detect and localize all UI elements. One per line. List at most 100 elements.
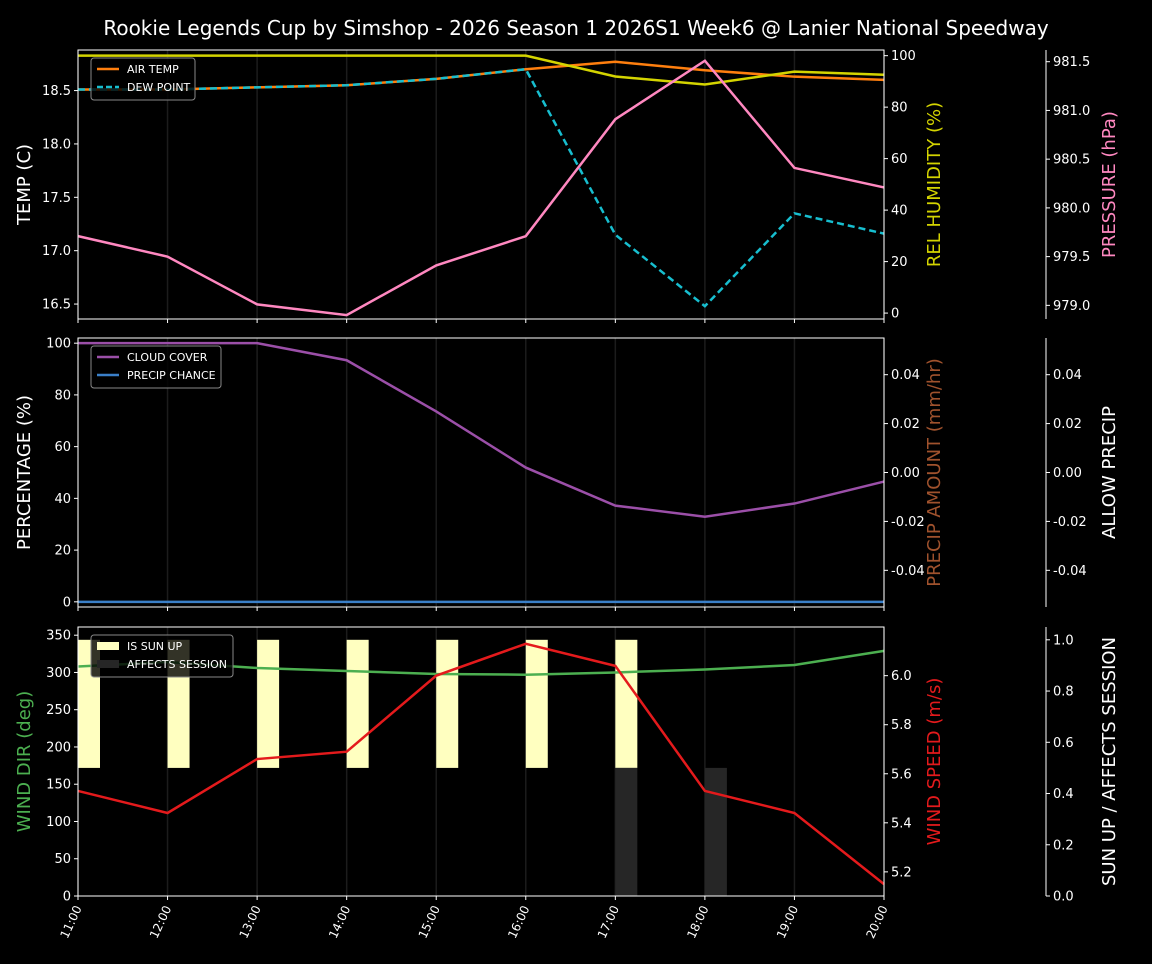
bar-is-sun-up bbox=[436, 639, 459, 768]
chart-title: Rookie Legends Cup by Simshop - 2026 Sea… bbox=[103, 16, 1049, 40]
x-tick-label: 20:00 bbox=[863, 903, 890, 940]
y-tick-label: 250 bbox=[46, 703, 71, 718]
y-tick-label: 0 bbox=[63, 890, 71, 905]
y-tick-label: 0.00 bbox=[891, 466, 920, 481]
axis-label: PERCENTAGE (%) bbox=[14, 395, 35, 550]
y-tick-label: 981.0 bbox=[1053, 104, 1090, 119]
y-tick-label: 5.6 bbox=[891, 767, 912, 782]
bar-is-sun-up bbox=[525, 639, 548, 768]
y-tick-label: 17.5 bbox=[42, 191, 71, 206]
y-tick-label: 0.6 bbox=[1053, 736, 1074, 751]
y-tick-label: 5.8 bbox=[891, 718, 912, 733]
y-tick-label: 300 bbox=[46, 666, 71, 681]
y-tick-label: 80 bbox=[54, 388, 71, 403]
axis-label: WIND SPEED (m/s) bbox=[924, 678, 945, 846]
legend-label: IS SUN UP bbox=[127, 640, 183, 653]
series-line-spd bbox=[77, 642, 885, 886]
series-line-pres bbox=[77, 59, 885, 317]
y-tick-label: 18.5 bbox=[42, 84, 71, 99]
y-tick-label: -0.02 bbox=[891, 515, 925, 530]
x-tick-label: 18:00 bbox=[684, 903, 711, 940]
legend: AIR TEMP DEW POINT bbox=[90, 57, 196, 101]
legend: IS SUN UP AFFECTS SESSION bbox=[90, 634, 234, 678]
y-tick-label: 5.4 bbox=[891, 816, 912, 831]
legend-swatch bbox=[97, 642, 119, 650]
y-tick-label: -0.04 bbox=[891, 564, 925, 579]
y-tick-label: 20 bbox=[54, 544, 71, 559]
y-tick-label: 60 bbox=[891, 152, 908, 167]
x-tick-label: 13:00 bbox=[237, 903, 264, 940]
panel-bottom: 0 50 100 150 200 250 300 350 WIND DIR (deg) 5.2 5.… bbox=[14, 626, 1120, 941]
x-tick-label: 14:00 bbox=[326, 903, 353, 940]
legend-label: PRECIP CHANCE bbox=[127, 369, 216, 382]
y-tick-label: 0.04 bbox=[1053, 368, 1082, 383]
legend-label: DEW POINT bbox=[127, 81, 191, 94]
y-tick-label: 0.4 bbox=[1053, 787, 1074, 802]
y-tick-label: 150 bbox=[46, 778, 71, 793]
y-tick-label: 100 bbox=[46, 337, 71, 352]
panel-top: 16.5 17.0 17.5 18.0 18.5 TEMP (C) 0 20 40 60 80 100… bbox=[14, 49, 1120, 323]
legend: CLOUD COVER PRECIP CHANCE bbox=[90, 345, 222, 389]
y-tick-label: 40 bbox=[54, 492, 71, 507]
panel-middle: 0 20 40 60 80 100 PERCENTAGE (%) -0.04 -0.02 0.00… bbox=[14, 337, 1120, 611]
x-tick-label: 16:00 bbox=[505, 903, 532, 940]
axis-label: SUN UP / AFFECTS SESSION bbox=[1099, 637, 1120, 886]
series-line-rh bbox=[78, 54, 885, 86]
legend-label: AIR TEMP bbox=[127, 63, 179, 76]
bar-is-sun-up bbox=[257, 639, 280, 768]
bar-affects-session bbox=[615, 767, 638, 896]
y-tick-label: 980.0 bbox=[1053, 201, 1090, 216]
y-tick-label: 100 bbox=[891, 49, 916, 64]
series-line-dew-point bbox=[78, 67, 885, 308]
x-tick-label: 17:00 bbox=[595, 903, 622, 940]
y-tick-label: 6.0 bbox=[891, 669, 912, 684]
y-tick-label: 0.02 bbox=[1053, 417, 1082, 432]
axis-label: REL HUMIDITY (%) bbox=[924, 102, 945, 267]
y-tick-label: 1.0 bbox=[1053, 633, 1074, 648]
plot-frame bbox=[77, 626, 885, 897]
y-tick-label: 0 bbox=[891, 307, 899, 322]
axis-label: WIND DIR (deg) bbox=[14, 691, 35, 833]
legend-swatch bbox=[97, 660, 119, 668]
y-tick-label: 0.02 bbox=[891, 417, 920, 432]
y-tick-label: 0.8 bbox=[1053, 685, 1074, 700]
bar-affects-session bbox=[704, 767, 727, 896]
y-tick-label: 40 bbox=[891, 204, 908, 219]
y-tick-label: 200 bbox=[46, 740, 71, 755]
bar-is-sun-up bbox=[615, 639, 638, 768]
axis-label: PRESSURE (hPa) bbox=[1099, 111, 1120, 258]
plot-frame bbox=[77, 49, 885, 320]
y-tick-label: 979.5 bbox=[1053, 250, 1090, 265]
legend-box bbox=[90, 345, 222, 389]
y-tick-label: 60 bbox=[54, 440, 71, 455]
y-tick-label: 0 bbox=[63, 595, 71, 610]
y-tick-label: 980.5 bbox=[1053, 153, 1090, 168]
y-tick-label: 16.5 bbox=[42, 298, 71, 313]
y-tick-label: 979.0 bbox=[1053, 299, 1090, 314]
y-tick-label: 0.04 bbox=[891, 368, 920, 383]
y-tick-label: 981.5 bbox=[1053, 55, 1090, 70]
y-tick-label: 20 bbox=[891, 255, 908, 270]
y-tick-label: -0.02 bbox=[1053, 515, 1087, 530]
x-tick-label: 11:00 bbox=[57, 903, 84, 940]
x-tick-label: 15:00 bbox=[416, 903, 443, 940]
x-tick-label: 19:00 bbox=[774, 903, 801, 940]
legend-box bbox=[90, 634, 234, 678]
y-tick-label: 0.2 bbox=[1053, 838, 1074, 853]
axis-label: TEMP (C) bbox=[14, 144, 35, 226]
y-tick-label: 5.2 bbox=[891, 865, 912, 880]
y-tick-label: -0.04 bbox=[1053, 564, 1087, 579]
legend-label: CLOUD COVER bbox=[127, 351, 208, 364]
axis-label: PRECIP AMOUNT (mm/hr) bbox=[924, 358, 945, 587]
y-tick-label: 17.0 bbox=[42, 244, 71, 259]
y-tick-label: 0.0 bbox=[1053, 890, 1074, 905]
y-tick-label: 50 bbox=[54, 852, 71, 867]
axis-label: ALLOW PRECIP bbox=[1099, 406, 1120, 539]
y-tick-label: 0.00 bbox=[1053, 466, 1082, 481]
x-tick-label: 12:00 bbox=[147, 903, 174, 940]
y-tick-label: 350 bbox=[46, 629, 71, 644]
y-tick-label: 80 bbox=[891, 101, 908, 116]
series-line-cloud-cover bbox=[78, 341, 885, 518]
y-tick-label: 100 bbox=[46, 815, 71, 830]
